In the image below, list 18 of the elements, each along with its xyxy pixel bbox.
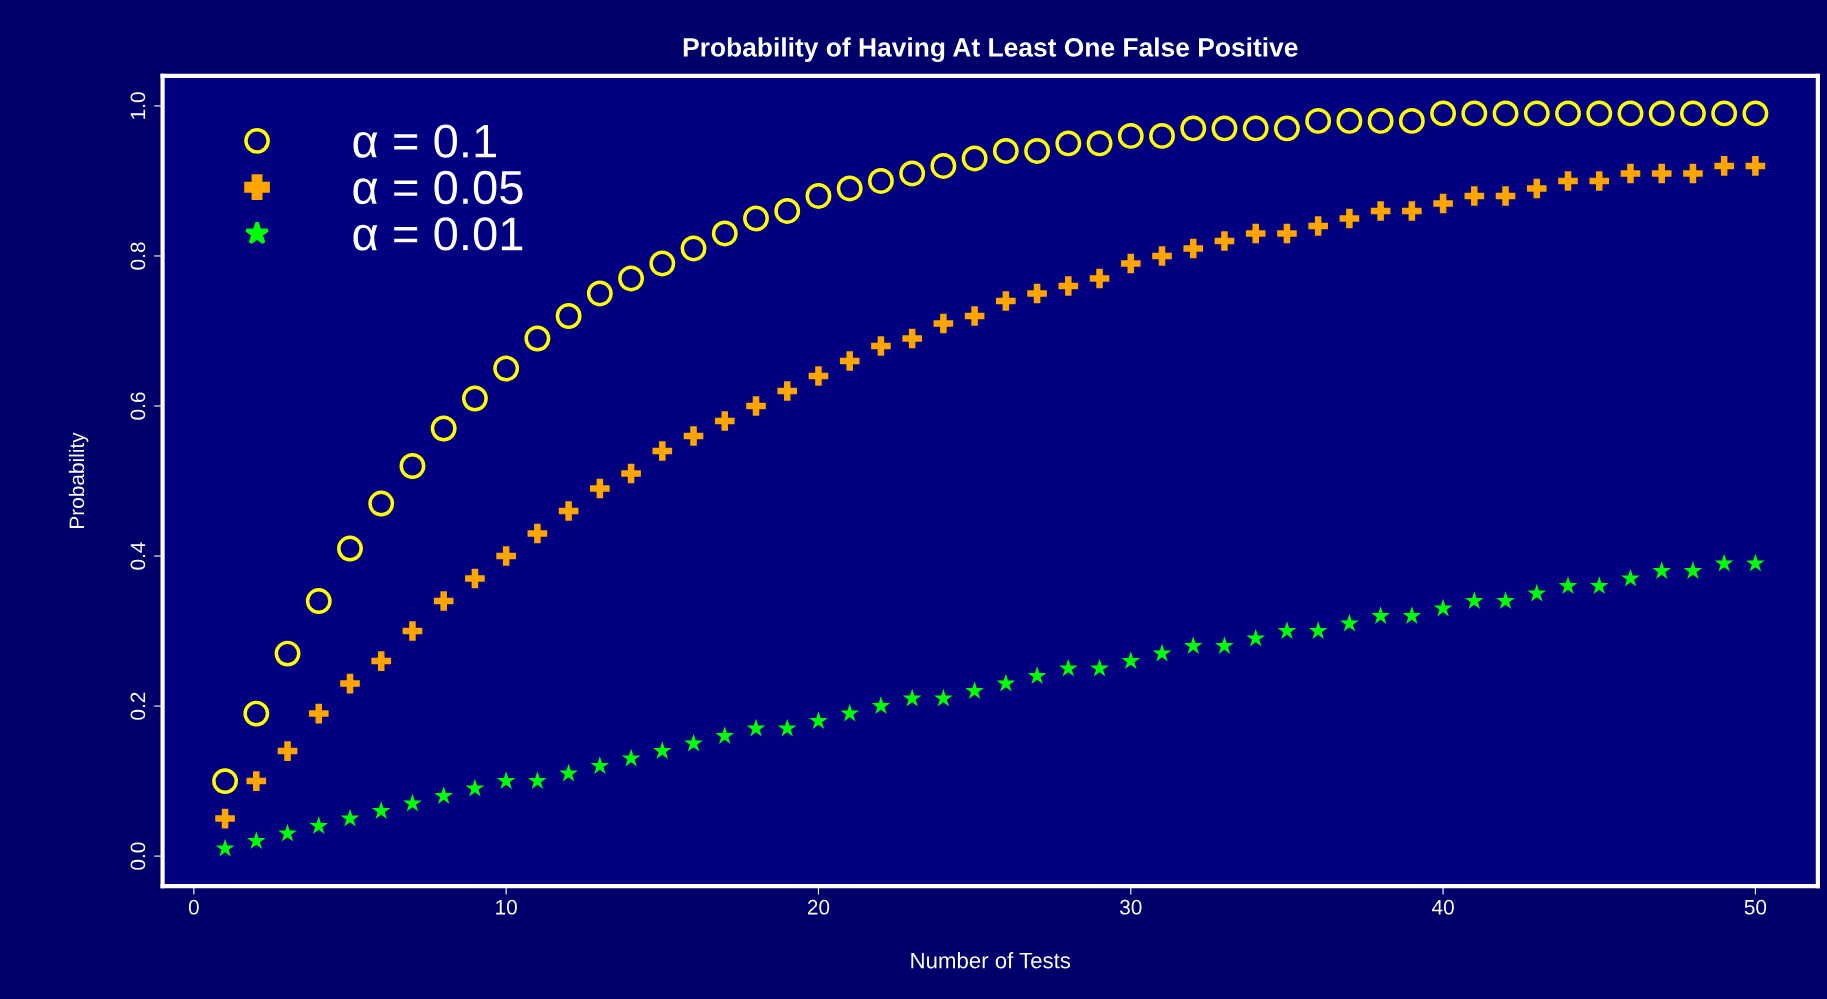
legend-label: α = 0.05: [353, 170, 523, 205]
x-tick-label: 10: [496, 899, 517, 915]
x-axis-title: Number of Tests: [911, 952, 1071, 969]
legend-label: α = 0.1: [353, 124, 496, 158]
x-tick-label: 40: [1431, 899, 1454, 915]
x-tick-label: 0: [188, 899, 199, 915]
x-tick-label: 30: [1119, 899, 1142, 915]
y-tick-label: 0.8: [130, 242, 146, 270]
y-tick-label: 0.0: [130, 842, 146, 870]
x-tick-label: 20: [807, 899, 830, 915]
y-tick-label: 1.0: [130, 92, 146, 119]
chart-title: Probability of Having At Least One False Positive: [683, 37, 1298, 63]
y-axis-title: Probability: [68, 432, 89, 528]
y-tick-label: 0.2: [130, 692, 146, 720]
x-tick-label: 50: [1744, 899, 1767, 915]
legend-label: α = 0.01: [353, 217, 523, 251]
y-tick-label: 0.4: [130, 542, 146, 570]
y-tick-label: 0.6: [130, 392, 146, 420]
